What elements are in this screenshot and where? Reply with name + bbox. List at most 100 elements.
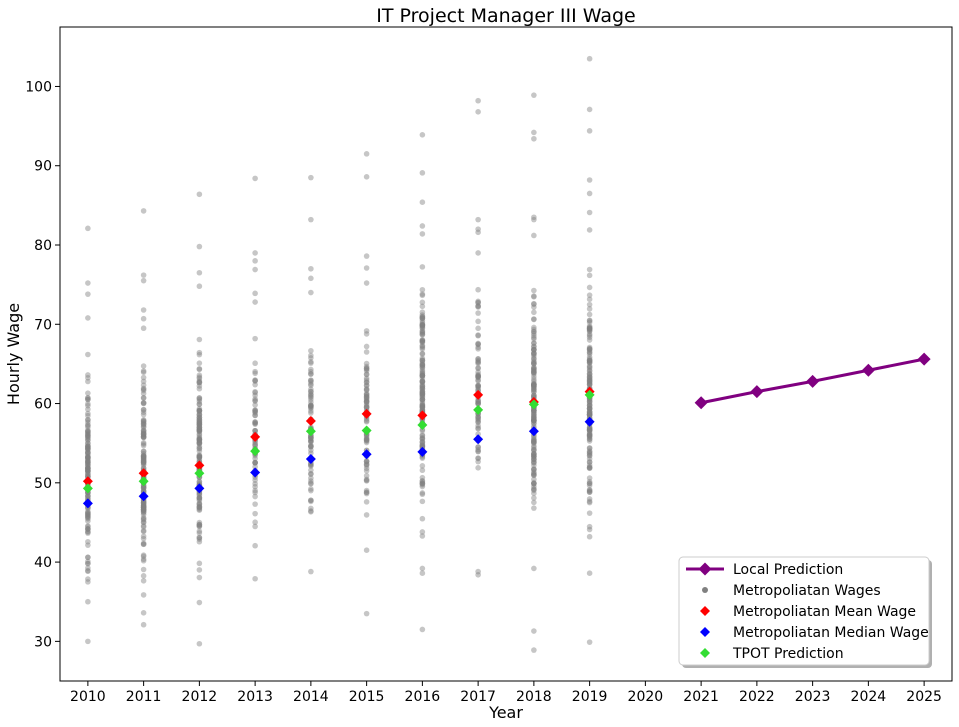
wage-point [85, 465, 91, 472]
wage-point [196, 421, 203, 427]
wage-point [586, 405, 593, 412]
wage-point [85, 493, 91, 499]
wage-point [531, 364, 537, 371]
wage-point [308, 402, 314, 409]
wage-point [252, 250, 258, 256]
wage-point [363, 397, 370, 403]
wage-point [586, 374, 593, 381]
wage-point [419, 388, 426, 395]
wage-point [419, 375, 426, 381]
wage-point [196, 479, 203, 485]
wage-point [531, 407, 537, 414]
wage-point [475, 448, 481, 455]
wage-point [531, 388, 537, 395]
wage-point [196, 398, 203, 405]
wage-point [308, 403, 314, 409]
wage-point [363, 458, 370, 465]
wage-point [196, 521, 203, 528]
x-tick-label: 2024 [851, 689, 887, 705]
wage-point [475, 374, 481, 380]
wage-point [419, 337, 426, 344]
median-wage-marker [138, 491, 149, 502]
wage-point [531, 380, 537, 387]
wage-point [419, 378, 426, 385]
wage-point [419, 379, 426, 385]
wage-point [140, 455, 147, 461]
wage-point [586, 381, 593, 388]
wage-point [140, 504, 147, 510]
wage-point [531, 453, 537, 459]
wage-point [308, 497, 314, 504]
wage-point [140, 507, 147, 513]
wage-point [531, 414, 537, 420]
wage-point [586, 434, 593, 440]
wage-point [196, 243, 203, 250]
wage-point [85, 471, 91, 477]
wage-point [419, 170, 426, 176]
wage-point [531, 386, 537, 393]
wage-point [475, 298, 481, 305]
wage-point [196, 366, 203, 373]
wage-point [586, 325, 593, 332]
wage-point [586, 325, 593, 332]
wage-point [475, 446, 481, 453]
wage-point [419, 331, 426, 338]
wage-point [196, 560, 203, 567]
wage-point [419, 364, 426, 370]
wage-point [85, 291, 91, 297]
wage-point [419, 399, 426, 405]
wage-point [196, 521, 203, 528]
wage-point [196, 456, 203, 462]
wage-point [419, 344, 426, 351]
wage-point [363, 547, 370, 553]
wage-point [419, 372, 426, 379]
wage-point [363, 280, 370, 286]
wage-point [531, 350, 537, 357]
wage-point [140, 610, 147, 616]
wage-point [419, 477, 426, 484]
wage-point [85, 513, 91, 520]
wage-point [308, 437, 314, 444]
wage-point [140, 457, 147, 464]
wage-point [586, 364, 593, 370]
wage-point [140, 450, 147, 457]
wage-point [419, 378, 426, 385]
wage-point [419, 394, 426, 400]
x-tick-label: 2020 [628, 689, 664, 705]
wage-point [196, 454, 203, 460]
wage-point [252, 441, 258, 448]
wage-point [85, 495, 91, 502]
wage-point [586, 432, 593, 439]
wage-point [586, 377, 593, 384]
wage-point [196, 445, 203, 452]
wage-point [363, 418, 370, 425]
legend-label: TPOT Prediction [732, 646, 844, 662]
wage-point [252, 427, 258, 434]
wage-point [85, 422, 91, 428]
wage-point [140, 409, 147, 416]
wage-point [475, 398, 481, 405]
wage-point [196, 495, 203, 501]
wage-point [363, 478, 370, 484]
local-prediction-marker [861, 363, 875, 377]
wage-point [419, 303, 426, 310]
wage-point [586, 368, 593, 374]
wage-point [586, 406, 593, 412]
wage-point [586, 480, 593, 487]
wage-point [531, 480, 537, 487]
wage-point [140, 511, 147, 518]
legend-label: Metropoliatan Mean Wage [733, 604, 916, 620]
wage-point [196, 372, 203, 378]
wage-point [85, 458, 91, 464]
wage-point [586, 311, 593, 318]
wage-point [85, 431, 91, 438]
wage-point [419, 565, 426, 572]
wage-point [475, 458, 481, 465]
wage-point [196, 437, 203, 444]
wage-point [85, 412, 91, 419]
wage-point [419, 286, 426, 293]
wage-point [475, 384, 481, 391]
wage-point [531, 483, 537, 490]
wage-point [252, 397, 258, 404]
wage-point [531, 381, 537, 388]
